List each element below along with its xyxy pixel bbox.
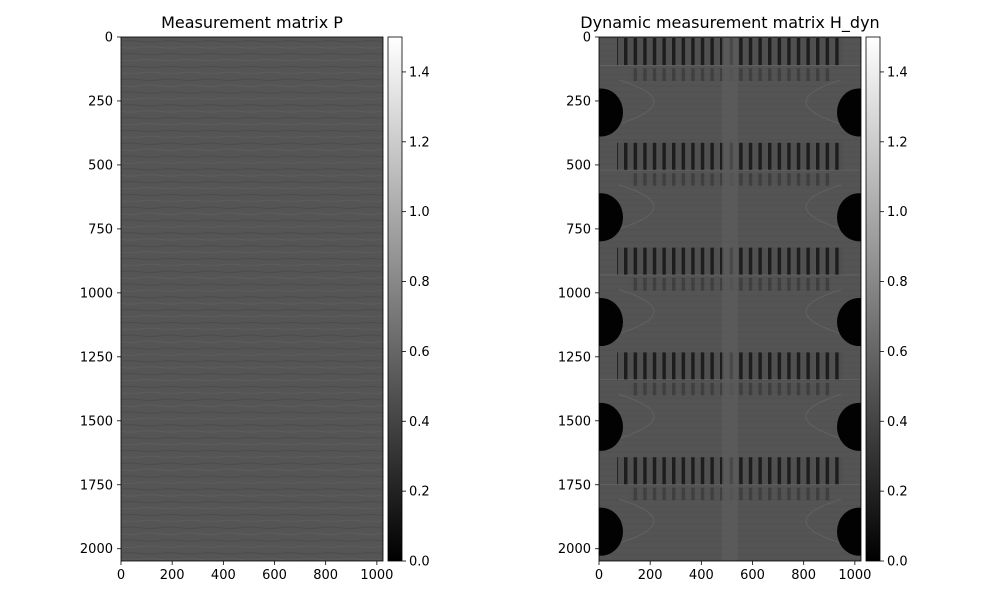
p1-colorbar-tick-label: 1.4 bbox=[409, 65, 430, 80]
p1-x-tick-label: 200 bbox=[160, 568, 185, 583]
colorbar-h-dyn-ticks: 0.0 0.2 0.4 0.6 0.8 1.0 1.2 1.4 bbox=[880, 65, 908, 570]
h-dyn-curve-right bbox=[805, 79, 842, 125]
p2-x-tick-label: 600 bbox=[740, 568, 765, 583]
p1-colorbar-tick-label: 0.8 bbox=[409, 275, 430, 290]
panel1-title: Measurement matrix P bbox=[161, 13, 343, 32]
p1-y-tick-label: 0 bbox=[105, 31, 113, 46]
panel-dynamic-measurement-matrix-h-dyn: Dynamic measurement matrix H_dyn 0 200 400… bbox=[558, 13, 908, 583]
h-dyn-edge-blob-right bbox=[837, 193, 861, 242]
panel2-x-axis: 0 200 400 600 800 1000 bbox=[595, 561, 871, 583]
h-dyn-edge-blob-left bbox=[599, 193, 623, 242]
h-dyn-edge-blob-left bbox=[599, 402, 623, 451]
panel1-x-axis: 0 200 400 600 800 1000 bbox=[117, 561, 393, 583]
heatmap-h-dyn-image bbox=[599, 37, 861, 561]
p2-y-tick-label: 250 bbox=[566, 94, 591, 109]
p2-colorbar-tick-label: 1.4 bbox=[887, 65, 908, 80]
p1-y-tick-label: 750 bbox=[88, 222, 113, 237]
panel-measurement-matrix-p: Measurement matrix P 0 200 400 600 800 1000 0… bbox=[80, 13, 430, 583]
p2-y-tick-label: 1000 bbox=[558, 286, 591, 301]
p1-x-tick-label: 0 bbox=[117, 568, 125, 583]
p1-y-tick-label: 500 bbox=[88, 158, 113, 173]
h-dyn-curve-left bbox=[618, 79, 655, 125]
h-dyn-curve-left bbox=[618, 393, 655, 439]
heatmap-p-frame bbox=[120, 36, 384, 562]
p2-y-tick-label: 1250 bbox=[558, 350, 591, 365]
colorbar-p bbox=[387, 36, 403, 562]
p1-y-tick-label: 1500 bbox=[80, 414, 113, 429]
h-dyn-edge-blob-right bbox=[837, 298, 861, 347]
h-dyn-curve-right bbox=[805, 289, 842, 335]
colorbar-p-ticks: 0.0 0.2 0.4 0.6 0.8 1.0 1.2 1.4 bbox=[402, 65, 430, 570]
p1-y-tick-label: 250 bbox=[88, 94, 113, 109]
p1-colorbar-tick-label: 0.2 bbox=[409, 485, 430, 500]
p2-colorbar-tick-label: 0.8 bbox=[887, 275, 908, 290]
panel2-title: Dynamic measurement matrix H_dyn bbox=[580, 13, 879, 33]
p2-x-tick-label: 0 bbox=[595, 568, 603, 583]
h-dyn-curve-left bbox=[618, 289, 655, 335]
p2-colorbar-tick-label: 1.2 bbox=[887, 135, 908, 150]
p1-colorbar-tick-label: 1.0 bbox=[409, 205, 430, 220]
p2-x-tick-label: 1000 bbox=[838, 568, 871, 583]
p2-x-tick-label: 400 bbox=[689, 568, 714, 583]
p2-y-tick-label: 1500 bbox=[558, 414, 591, 429]
h-dyn-edge-blob-left bbox=[599, 507, 623, 556]
panel2-y-axis: 0 250 500 750 1000 1250 1500 1750 2000 bbox=[558, 31, 599, 557]
h-dyn-curve-left bbox=[618, 498, 655, 544]
p1-colorbar-tick-label: 0.0 bbox=[409, 555, 430, 570]
p2-y-tick-label: 750 bbox=[566, 222, 591, 237]
h-dyn-curve-left bbox=[618, 184, 655, 230]
h-dyn-curve-right bbox=[805, 393, 842, 439]
h-dyn-edge-blob-left bbox=[599, 88, 623, 137]
p1-x-tick-label: 400 bbox=[211, 568, 236, 583]
p2-colorbar-tick-label: 0.6 bbox=[887, 345, 908, 360]
p2-colorbar-tick-label: 0.0 bbox=[887, 555, 908, 570]
p2-colorbar-tick-label: 1.0 bbox=[887, 205, 908, 220]
h-dyn-edge-blob-right bbox=[837, 88, 861, 137]
h-dyn-edge-blob-left bbox=[599, 298, 623, 347]
p1-colorbar-tick-label: 1.2 bbox=[409, 135, 430, 150]
p1-x-tick-label: 1000 bbox=[360, 568, 393, 583]
p2-colorbar-tick-label: 0.4 bbox=[887, 415, 908, 430]
p1-y-tick-label: 1000 bbox=[80, 286, 113, 301]
p1-colorbar-tick-label: 0.6 bbox=[409, 345, 430, 360]
p1-x-tick-label: 600 bbox=[262, 568, 287, 583]
panel1-y-axis: 0 250 500 750 1000 1250 1500 1750 2000 bbox=[80, 31, 121, 557]
p2-y-tick-label: 500 bbox=[566, 158, 591, 173]
p2-colorbar-tick-label: 0.2 bbox=[887, 485, 908, 500]
h-dyn-edge-blob-right bbox=[837, 507, 861, 556]
p2-x-tick-label: 200 bbox=[638, 568, 663, 583]
h-dyn-curve-right bbox=[805, 498, 842, 544]
h-dyn-edge-blob-right bbox=[837, 402, 861, 451]
p2-y-tick-label: 2000 bbox=[558, 542, 591, 557]
p1-colorbar-tick-label: 0.4 bbox=[409, 415, 430, 430]
h-dyn-curve-right bbox=[805, 184, 842, 230]
p2-y-tick-label: 0 bbox=[583, 31, 591, 46]
heatmap-h-dyn-frame bbox=[598, 36, 862, 562]
p2-y-tick-label: 1750 bbox=[558, 478, 591, 493]
p1-y-tick-label: 2000 bbox=[80, 542, 113, 557]
p1-y-tick-label: 1250 bbox=[80, 350, 113, 365]
p2-x-tick-label: 800 bbox=[791, 568, 816, 583]
p1-x-tick-label: 800 bbox=[313, 568, 338, 583]
colorbar-h-dyn bbox=[865, 36, 881, 562]
p1-y-tick-label: 1750 bbox=[80, 478, 113, 493]
heatmap-p-image bbox=[121, 37, 383, 561]
